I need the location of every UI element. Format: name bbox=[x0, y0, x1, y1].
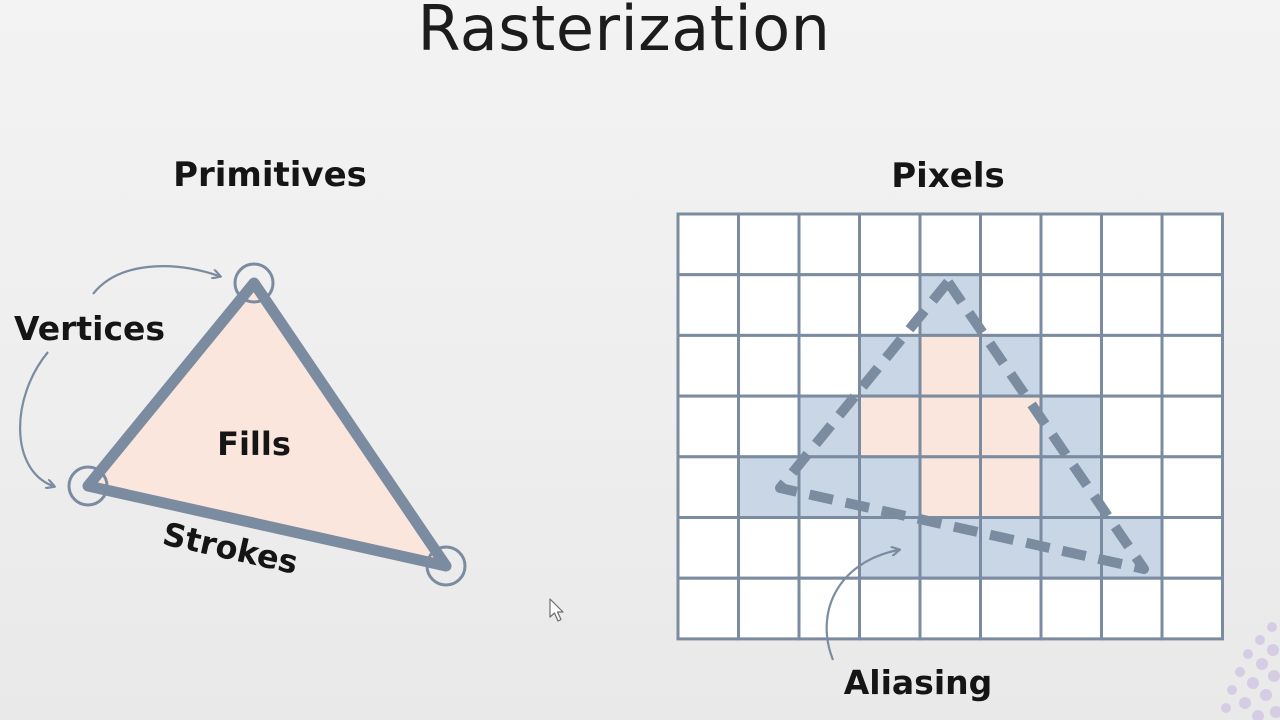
pixel-cell bbox=[797, 516, 861, 580]
pixel-cell-interior bbox=[858, 394, 922, 459]
pixel-cell-interior bbox=[918, 333, 982, 398]
pixel-grid bbox=[676, 212, 1224, 641]
pixel-cell bbox=[676, 273, 740, 337]
vertices-label: Vertices bbox=[14, 309, 165, 348]
aliasing-label: Aliasing bbox=[844, 663, 993, 702]
vertex-circle-right bbox=[425, 545, 467, 587]
pixel-cell bbox=[676, 333, 740, 398]
pixel-cell bbox=[1039, 273, 1103, 337]
primitive-triangle bbox=[82, 277, 452, 572]
pixel-cell bbox=[858, 576, 922, 641]
pixel-cell bbox=[676, 576, 740, 641]
slide-title: Rasterization bbox=[417, 0, 831, 65]
pixel-cell bbox=[1160, 516, 1224, 580]
pixel-cell bbox=[737, 212, 801, 277]
pixel-cell bbox=[1160, 394, 1224, 459]
pixel-cell bbox=[979, 212, 1043, 277]
pixel-cell bbox=[797, 273, 861, 337]
pixel-cell bbox=[1160, 576, 1224, 641]
pixel-cell bbox=[1100, 394, 1164, 459]
pixel-cell bbox=[797, 212, 861, 277]
vertex-circle-left bbox=[67, 465, 109, 507]
pixel-cell bbox=[1160, 273, 1224, 337]
pixel-cell bbox=[676, 212, 740, 277]
pixel-cell bbox=[1100, 212, 1164, 277]
decorative-dots bbox=[1221, 622, 1280, 720]
pixel-cell bbox=[676, 455, 740, 519]
pixels-heading: Pixels bbox=[891, 156, 1004, 196]
aliasing-arrow bbox=[825, 550, 898, 661]
pixel-cell bbox=[1160, 455, 1224, 519]
pixel-cell-edge bbox=[858, 516, 922, 580]
pixel-cell-interior bbox=[918, 394, 982, 459]
pixel-triangle-outline bbox=[775, 277, 1149, 574]
pixel-cell bbox=[1160, 333, 1224, 398]
pixel-cell-interior bbox=[918, 455, 982, 519]
pixel-cell bbox=[979, 576, 1043, 641]
pixel-cell bbox=[1100, 273, 1164, 337]
pixel-cell bbox=[858, 212, 922, 277]
pixel-cell bbox=[676, 516, 740, 580]
pixel-cell bbox=[737, 394, 801, 459]
pixel-cell bbox=[1039, 333, 1103, 398]
pixel-cell bbox=[737, 576, 801, 641]
vertices-arrow-bottom bbox=[19, 351, 53, 486]
pixel-cell-edge bbox=[737, 455, 801, 519]
pixel-cell bbox=[1100, 333, 1164, 398]
pixel-cell bbox=[737, 333, 801, 398]
pixel-cell bbox=[1100, 576, 1164, 641]
pixel-cell-edge bbox=[1039, 394, 1103, 459]
fills-label: Fills bbox=[217, 425, 291, 463]
primitives-heading: Primitives bbox=[173, 155, 367, 195]
pixel-cell bbox=[1039, 212, 1103, 277]
pixel-cell bbox=[979, 273, 1043, 337]
pixel-cell bbox=[737, 516, 801, 580]
pixel-cell bbox=[1100, 455, 1164, 519]
pixel-cell-edge bbox=[1039, 455, 1103, 519]
pixel-cell bbox=[1160, 212, 1224, 277]
pixel-cell bbox=[918, 576, 982, 641]
pixel-cell bbox=[1039, 576, 1103, 641]
pixel-cell bbox=[918, 212, 982, 277]
vertices-arrow-top bbox=[92, 265, 219, 295]
pixel-cell-edge bbox=[1100, 516, 1164, 580]
pixel-cell-interior bbox=[979, 455, 1043, 519]
pixel-cell bbox=[797, 333, 861, 398]
mouse-cursor-icon bbox=[549, 598, 564, 622]
pixel-cell bbox=[737, 273, 801, 337]
pixel-cell bbox=[676, 394, 740, 459]
vertex-circle-top bbox=[233, 262, 275, 304]
